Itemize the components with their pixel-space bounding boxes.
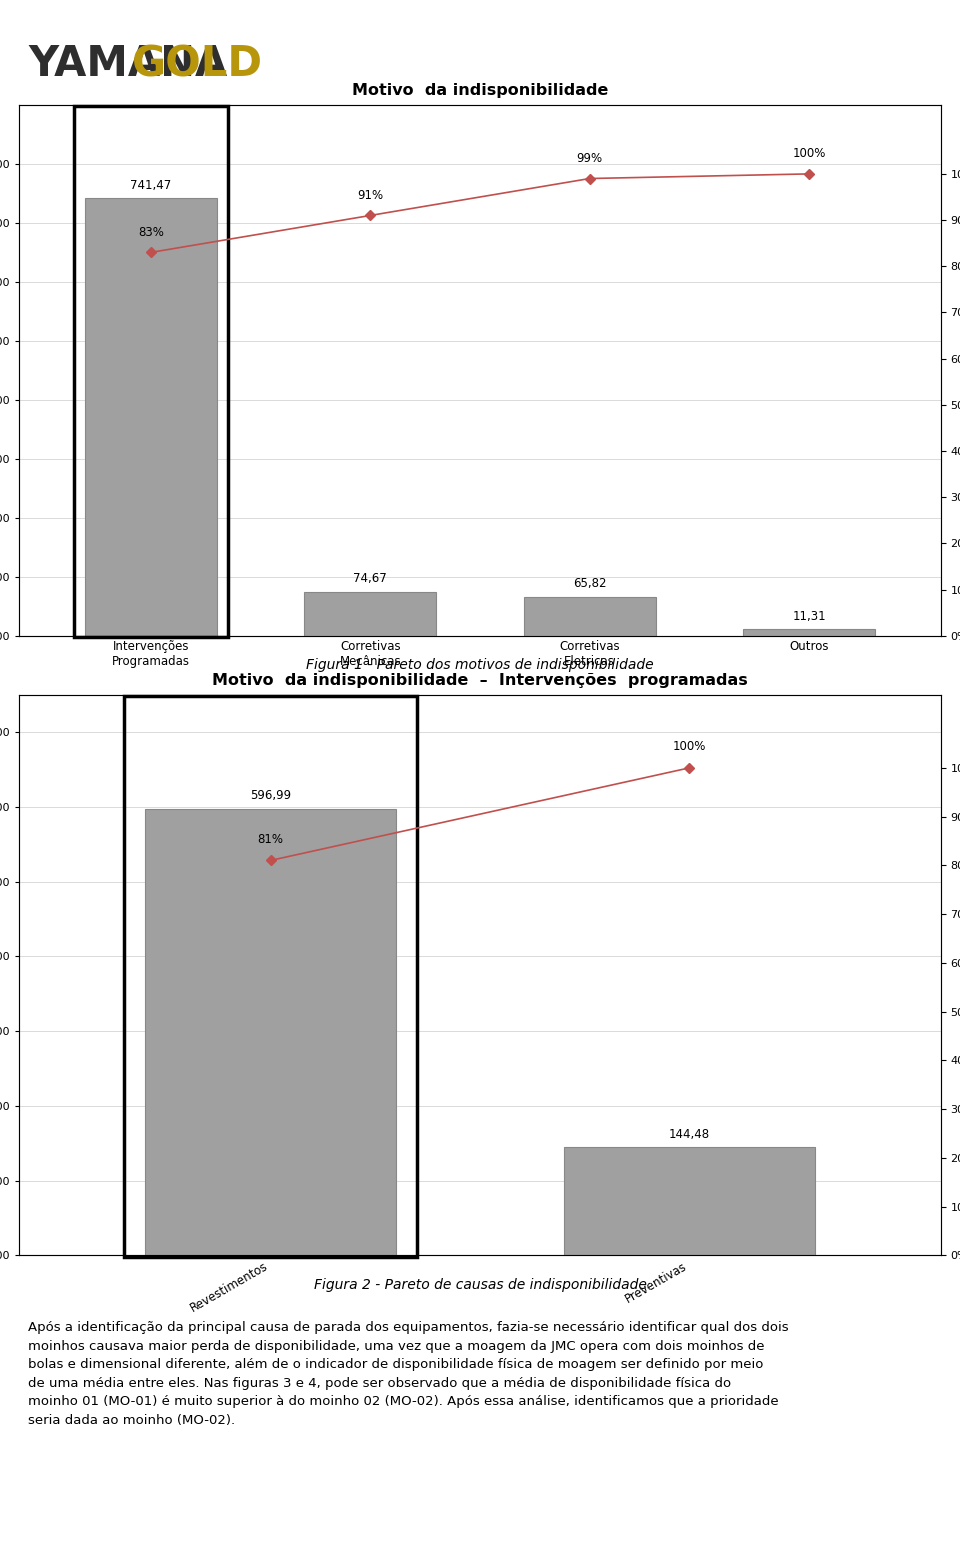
Text: YAMANA: YAMANA bbox=[29, 42, 228, 85]
Bar bbox=[145, 810, 396, 1256]
Text: 144,48: 144,48 bbox=[669, 1128, 710, 1140]
Text: 100%: 100% bbox=[792, 147, 826, 160]
Text: Figura 1 - Pareto dos motivos de indisponibilidade: Figura 1 - Pareto dos motivos de indispo… bbox=[306, 658, 654, 672]
Text: 11,31: 11,31 bbox=[792, 609, 826, 623]
Text: 83%: 83% bbox=[138, 226, 164, 238]
Bar bbox=[524, 597, 656, 636]
Title: Motivo  da indisponibilidade  –  Intervenções  programadas: Motivo da indisponibilidade – Intervençõ… bbox=[212, 673, 748, 687]
Text: 99%: 99% bbox=[577, 152, 603, 164]
Title: Motivo  da indisponibilidade: Motivo da indisponibilidade bbox=[351, 83, 609, 99]
Bar bbox=[743, 630, 875, 636]
Text: 81%: 81% bbox=[257, 833, 283, 846]
Text: Figura 2 - Pareto de causas de indisponibilidade: Figura 2 - Pareto de causas de indisponi… bbox=[314, 1278, 646, 1292]
Text: 100%: 100% bbox=[673, 741, 707, 753]
Text: 91%: 91% bbox=[357, 188, 383, 202]
Text: 596,99: 596,99 bbox=[250, 789, 291, 802]
Bar bbox=[304, 592, 436, 636]
Text: Após a identificação da principal causa de parada dos equipamentos, fazia-se nec: Após a identificação da principal causa … bbox=[29, 1322, 789, 1427]
Bar bbox=[564, 1148, 815, 1256]
Text: 741,47: 741,47 bbox=[131, 179, 172, 191]
Bar bbox=[124, 697, 418, 1257]
Text: GOLD: GOLD bbox=[132, 42, 263, 85]
Text: 74,67: 74,67 bbox=[353, 572, 387, 586]
Bar bbox=[85, 199, 217, 636]
Text: 65,82: 65,82 bbox=[573, 578, 607, 590]
Bar bbox=[74, 106, 228, 637]
